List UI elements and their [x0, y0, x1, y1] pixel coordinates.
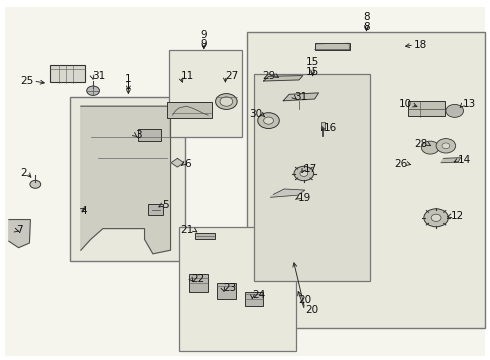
Circle shape — [264, 117, 273, 124]
Circle shape — [300, 171, 308, 176]
Text: 1: 1 — [125, 81, 132, 91]
Circle shape — [446, 104, 464, 117]
Text: 25: 25 — [20, 76, 33, 86]
Circle shape — [294, 166, 314, 181]
Bar — [254, 74, 370, 281]
Polygon shape — [264, 76, 303, 81]
Bar — [245, 292, 263, 306]
Polygon shape — [441, 158, 461, 163]
Text: 18: 18 — [414, 40, 427, 50]
Bar — [179, 227, 296, 351]
Bar — [408, 101, 445, 116]
Text: 14: 14 — [458, 155, 471, 165]
Text: 5: 5 — [162, 200, 169, 210]
Text: 28: 28 — [415, 139, 428, 149]
Bar — [70, 97, 185, 261]
Bar — [315, 43, 350, 50]
Bar — [217, 283, 236, 299]
Bar — [148, 204, 163, 215]
Circle shape — [30, 180, 41, 188]
Text: 19: 19 — [298, 193, 311, 203]
Text: 8: 8 — [363, 12, 370, 22]
Circle shape — [436, 139, 456, 153]
Text: 23: 23 — [223, 283, 236, 293]
Text: 31: 31 — [294, 92, 307, 102]
Bar — [138, 129, 161, 141]
Text: 30: 30 — [249, 109, 262, 120]
Polygon shape — [9, 220, 30, 248]
Text: 6: 6 — [184, 159, 191, 169]
Bar — [195, 233, 215, 239]
Bar — [321, 122, 325, 130]
Text: 21: 21 — [180, 225, 194, 235]
Text: 4: 4 — [81, 206, 88, 216]
Text: 26: 26 — [394, 159, 408, 169]
Polygon shape — [171, 158, 184, 167]
Text: 11: 11 — [180, 71, 194, 81]
Text: 22: 22 — [191, 274, 204, 284]
Circle shape — [424, 209, 448, 227]
Bar — [247, 32, 485, 328]
Bar — [50, 65, 85, 82]
Bar — [169, 50, 242, 137]
Circle shape — [442, 143, 450, 149]
Text: 17: 17 — [304, 164, 317, 174]
Bar — [167, 102, 212, 118]
Text: 2: 2 — [20, 168, 27, 178]
Text: 29: 29 — [262, 71, 275, 81]
Circle shape — [421, 141, 439, 154]
Text: 16: 16 — [323, 123, 337, 133]
Text: 12: 12 — [451, 211, 464, 221]
Text: 9: 9 — [200, 39, 207, 49]
Text: 15: 15 — [306, 57, 319, 67]
Text: 20: 20 — [298, 294, 311, 305]
Circle shape — [258, 113, 279, 129]
Circle shape — [220, 97, 233, 106]
Circle shape — [87, 86, 99, 95]
Text: 24: 24 — [252, 290, 266, 300]
Text: 13: 13 — [463, 99, 476, 109]
Text: 7: 7 — [16, 225, 23, 235]
Text: 8: 8 — [363, 22, 370, 32]
Text: 1: 1 — [125, 74, 132, 84]
Polygon shape — [270, 189, 305, 197]
Text: 27: 27 — [225, 71, 239, 81]
Text: 10: 10 — [398, 99, 412, 109]
Text: 9: 9 — [200, 30, 207, 40]
Circle shape — [431, 214, 441, 221]
Bar — [189, 274, 208, 292]
Circle shape — [216, 94, 237, 109]
Text: 20: 20 — [305, 305, 318, 315]
Polygon shape — [81, 106, 171, 254]
Text: 31: 31 — [92, 71, 105, 81]
Text: 15: 15 — [306, 67, 319, 77]
Text: 3: 3 — [135, 130, 142, 140]
Polygon shape — [283, 93, 318, 101]
